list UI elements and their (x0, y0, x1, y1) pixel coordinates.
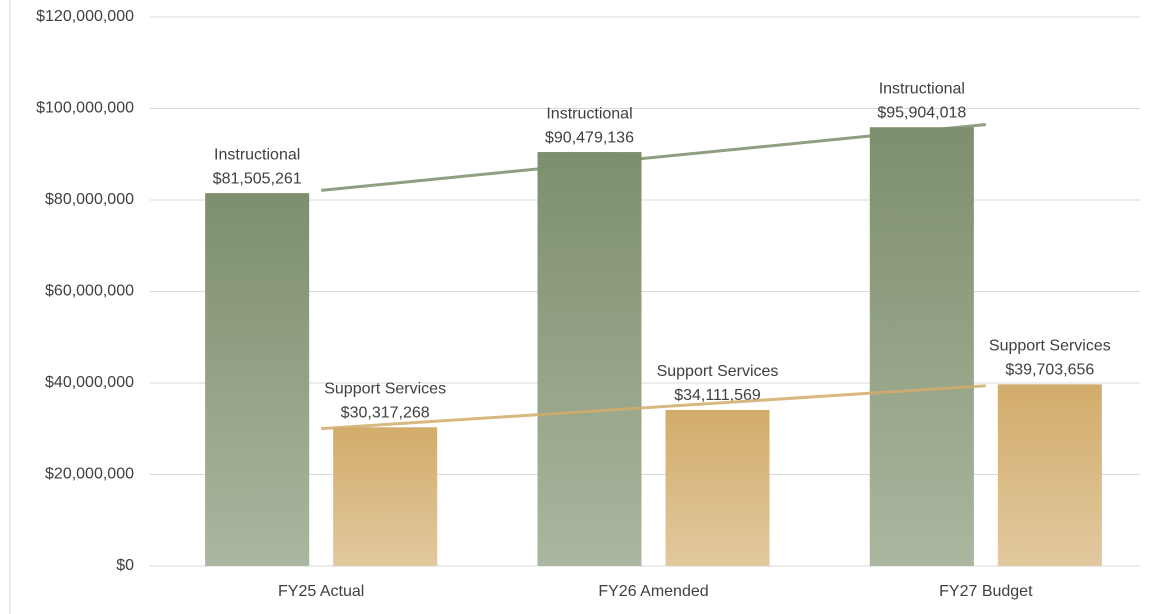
x-tick-label: FY26 Amended (598, 583, 708, 600)
data-label: $39,703,656 (1005, 362, 1094, 379)
trendline (321, 384, 986, 431)
data-label-name: Instructional (879, 80, 965, 97)
y-tick-label: $40,000,000 (45, 374, 134, 391)
bar-sheen (537, 152, 642, 566)
y-tick-label: $20,000,000 (45, 466, 134, 483)
y-tick-label: $0 (116, 557, 134, 574)
data-label-name: Support Services (989, 338, 1111, 355)
y-tick-label: $120,000,000 (36, 8, 134, 25)
trendline (321, 123, 986, 192)
data-label-name: Instructional (546, 105, 632, 122)
bar-sheen (997, 384, 1102, 566)
x-tick-label: FY27 Budget (939, 583, 1033, 600)
data-label-name: Support Services (324, 381, 446, 398)
data-label-name: Support Services (657, 363, 779, 380)
data-label-name: Instructional (214, 146, 300, 163)
bar-sheen (665, 409, 770, 566)
y-tick-label: $100,000,000 (36, 100, 134, 117)
bar-sheen (869, 127, 974, 566)
bar-sheen (205, 193, 310, 566)
data-label: $34,111,569 (674, 387, 761, 404)
x-tick-label: FY25 Actual (278, 583, 364, 600)
data-label: $95,904,018 (877, 104, 966, 121)
data-label: $90,479,136 (545, 129, 634, 146)
y-tick-label: $80,000,000 (45, 191, 134, 208)
bar-sheen (333, 427, 438, 566)
data-label: $81,505,261 (213, 170, 302, 187)
y-tick-label: $60,000,000 (45, 283, 134, 300)
data-label: $30,317,268 (341, 405, 430, 422)
